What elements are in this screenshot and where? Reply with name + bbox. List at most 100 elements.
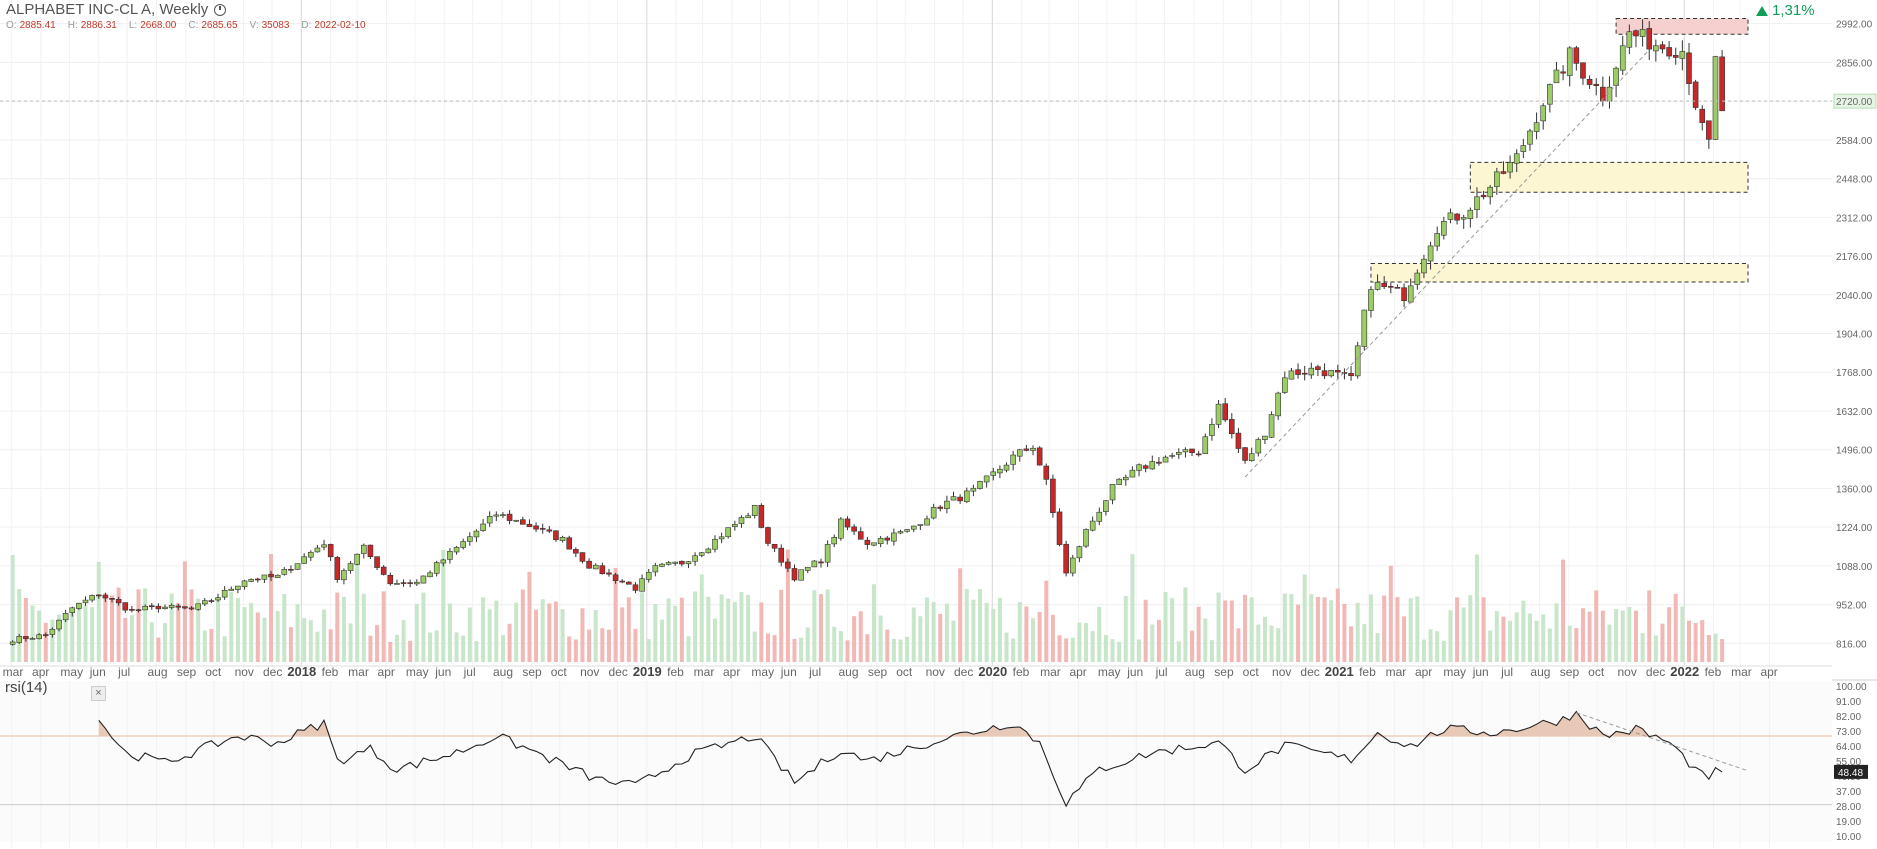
volume-bar <box>50 619 55 662</box>
candle-body <box>1487 186 1494 198</box>
candle <box>374 556 380 571</box>
volume-bar <box>110 595 115 662</box>
candle <box>1116 478 1122 485</box>
volume-bar <box>1368 594 1373 662</box>
volume-bar <box>196 598 201 662</box>
volume-bar <box>746 594 751 662</box>
candle <box>1381 276 1387 289</box>
candle-body <box>1136 464 1142 471</box>
candle-body <box>1096 511 1103 522</box>
volume-bar <box>580 608 585 662</box>
volume-bar <box>500 634 505 662</box>
volume-bar <box>1110 639 1115 662</box>
candle-body <box>188 607 195 610</box>
volume-bar <box>1534 620 1539 662</box>
candle <box>221 586 228 600</box>
volume-bar <box>335 592 340 662</box>
ohlc-value: 2022-02-10 <box>314 20 366 31</box>
time-month-label: jul <box>808 665 821 679</box>
volume-bar <box>169 593 174 662</box>
candle-body <box>1666 47 1672 57</box>
current-price-label: 2720.00 <box>1836 97 1873 108</box>
candle <box>1659 41 1666 54</box>
volume-bar <box>719 594 724 662</box>
candle-body <box>1560 71 1566 74</box>
volume-bar <box>96 561 101 662</box>
candle-body <box>824 544 831 563</box>
volume-bar <box>832 626 837 662</box>
rsi-close-button[interactable]: × <box>91 686 106 701</box>
ohlc-readout: O: 2885.41 H: 2886.31 L: 2668.00 C: 2685.65 V: 35… <box>6 20 366 31</box>
ohlc-value: 2885.41 <box>19 20 56 31</box>
volume-bar <box>408 640 413 662</box>
candle-body <box>1003 464 1010 471</box>
candle <box>447 548 453 564</box>
candle <box>1348 366 1354 381</box>
volume-bar <box>394 634 399 662</box>
candle <box>1553 61 1560 84</box>
candle <box>467 532 473 546</box>
candle-body <box>347 563 354 571</box>
candle <box>162 604 168 610</box>
candle <box>1633 29 1639 48</box>
candle <box>1586 75 1593 89</box>
volume-bar <box>905 636 910 662</box>
candle-body <box>725 527 732 538</box>
candle <box>619 579 626 584</box>
volume-bar <box>613 567 618 662</box>
candle-body <box>447 551 453 560</box>
candle-body <box>1103 500 1109 512</box>
candle-body <box>1162 456 1169 463</box>
ohlc-item: V: 35083 <box>250 20 290 31</box>
volume-bar <box>706 596 711 662</box>
candle-body <box>460 541 466 548</box>
price-change-value: 1,31% <box>1772 2 1815 19</box>
chart-header: ALPHABET INC-CL A, Weekly O: 2885.41 H: 288… <box>6 1 366 35</box>
volume-bar <box>1706 635 1711 662</box>
volume-bar <box>1720 639 1725 662</box>
candle <box>1023 444 1030 452</box>
volume-bar <box>997 597 1002 662</box>
candle <box>354 553 360 566</box>
volume-bar <box>1004 632 1009 662</box>
candle-body <box>195 603 201 610</box>
candle-body <box>1679 51 1686 59</box>
volume-bar <box>1329 600 1334 662</box>
candle-body <box>705 548 712 554</box>
candle-body <box>1414 272 1421 285</box>
candle-body <box>1507 162 1513 173</box>
candle <box>844 516 851 531</box>
volume-bar <box>1620 610 1625 662</box>
candle <box>327 543 334 562</box>
candle-body <box>1129 469 1136 478</box>
clock-icon[interactable] <box>214 3 227 16</box>
candle <box>440 558 447 567</box>
time-month-label: mar <box>694 665 715 679</box>
time-month-label: sep <box>177 665 197 679</box>
candle-body <box>1686 52 1692 84</box>
time-year-label: 2022 <box>1670 664 1699 679</box>
candle <box>102 592 109 602</box>
candle-body <box>1169 455 1175 457</box>
time-month-label: may <box>1098 665 1121 679</box>
volume-bar <box>1117 641 1122 662</box>
candle <box>1533 112 1540 140</box>
candle <box>1686 43 1692 95</box>
candle <box>1308 362 1315 379</box>
volume-bar <box>567 636 572 662</box>
candle-body <box>857 531 864 540</box>
candle <box>1354 341 1361 379</box>
volume-bar <box>1587 611 1592 662</box>
candle-body <box>341 570 347 581</box>
rsi-tick-label: 37.00 <box>1836 787 1861 798</box>
candle <box>1103 500 1109 516</box>
candle <box>1262 435 1268 445</box>
volume-bar <box>1170 598 1175 662</box>
time-month-label: oct <box>896 665 913 679</box>
volume-bar <box>1084 623 1089 662</box>
candle-body <box>977 481 983 489</box>
volume-bar <box>818 594 823 662</box>
candle-body <box>467 536 473 542</box>
candle <box>904 529 910 533</box>
